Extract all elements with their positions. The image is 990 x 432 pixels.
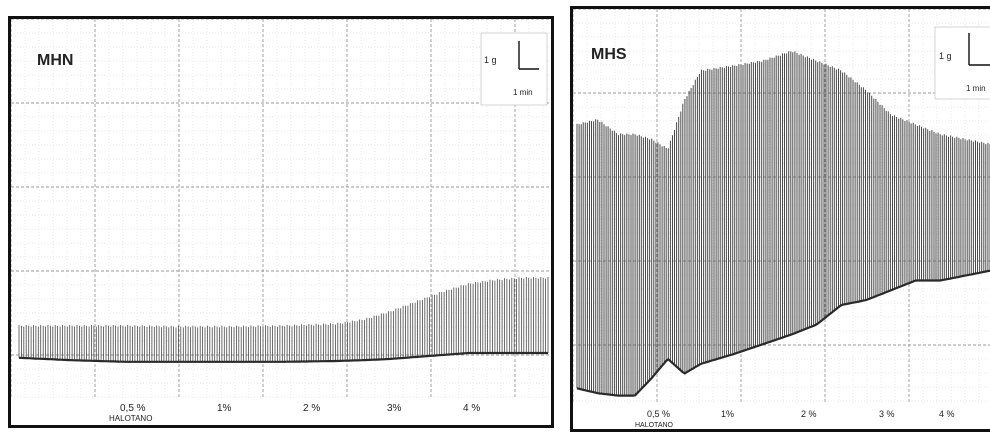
marker-4: 4 % [939, 409, 955, 419]
scale-bar-horizontal-label: 1 min [513, 88, 533, 97]
concentration-markers: 0,5 % 1% 2 % 3 % 4 % HALOTANO [635, 409, 955, 429]
scale-bar: 1 g 1 min [934, 26, 990, 100]
baseline-trace [576, 269, 990, 397]
marker-2: 2 % [801, 409, 817, 419]
chart-title: MHS [591, 46, 627, 63]
marker-1: 1% [217, 403, 232, 414]
marker-3: 3 % [879, 409, 895, 419]
force-trace [576, 51, 990, 396]
baseline-trace [18, 351, 548, 363]
marker-4: 4 % [463, 403, 480, 414]
marker-0-5: 0,5 % [647, 409, 670, 419]
marker-3: 3% [387, 403, 402, 414]
chart-title: MHN [37, 52, 73, 69]
scale-bar-vertical-label: 1 g [484, 55, 497, 65]
chart-mhn: MHN 1 g 1 min 0,5 % 1% 2 % 3% 4 % HALOTA… [11, 19, 551, 423]
x-axis-label: HALOTANO [635, 422, 674, 429]
baseline-line [18, 351, 548, 363]
marker-2: 2 % [303, 403, 320, 414]
grid [11, 19, 551, 399]
scale-bar-horizontal-label: 1 min [966, 84, 986, 93]
marker-0-5: 0,5 % [120, 403, 146, 414]
chart-panel-mhn: MHN 1 g 1 min 0,5 % 1% 2 % 3% 4 % HALOTA… [8, 16, 554, 428]
scale-bar: 1 g 1 min [480, 32, 548, 106]
chart-mhs: MHS 1 g 1 min 0,5 % 1% 2 % 3 % 4 % HALOT… [573, 9, 990, 429]
baseline-line [576, 269, 990, 397]
concentration-markers: 0,5 % 1% 2 % 3% 4 % HALOTANO [109, 403, 480, 423]
force-trace [18, 277, 549, 362]
x-axis-label: HALOTANO [109, 414, 152, 423]
scale-bar-vertical-label: 1 g [939, 51, 952, 61]
chart-panel-mhs: MHS 1 g 1 min 0,5 % 1% 2 % 3 % 4 % HALOT… [570, 6, 990, 432]
marker-1: 1% [721, 409, 734, 419]
